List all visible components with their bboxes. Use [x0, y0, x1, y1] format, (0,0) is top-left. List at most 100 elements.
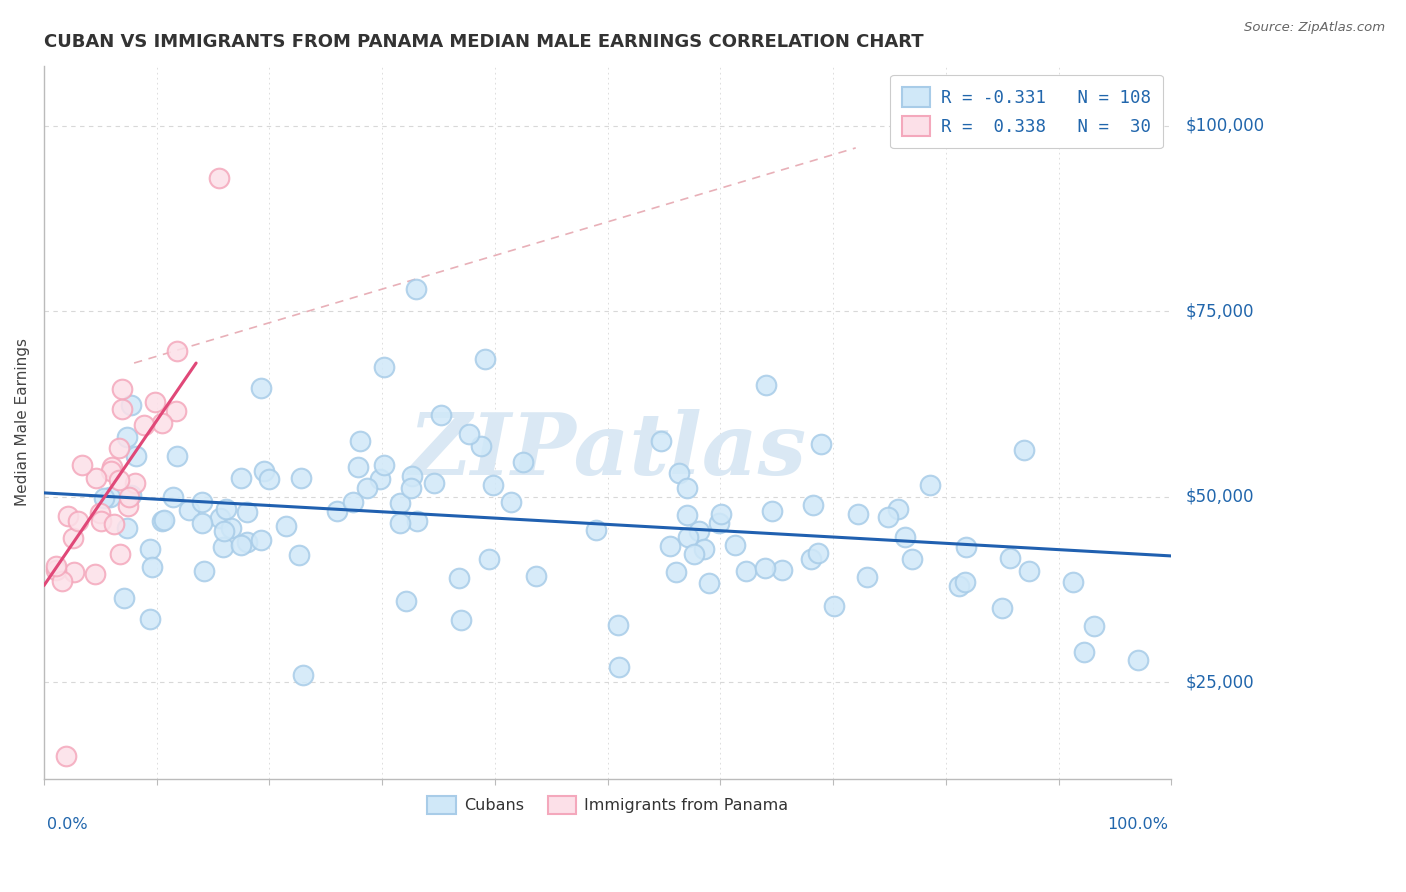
- Point: [138, 541, 160, 556]
- Point: [998, 551, 1021, 566]
- Point: [474, 351, 496, 366]
- Point: [162, 491, 184, 505]
- Text: $100,000: $100,000: [1185, 117, 1264, 135]
- Text: ZIPatlas: ZIPatlas: [409, 409, 807, 492]
- Point: [208, 510, 231, 524]
- Point: [894, 531, 917, 545]
- Point: [658, 539, 681, 553]
- Point: [70, 458, 93, 472]
- Point: [848, 507, 870, 521]
- Point: [1018, 564, 1040, 578]
- Point: [236, 505, 259, 519]
- Text: $75,000: $75,000: [1185, 302, 1254, 320]
- Point: [56, 509, 79, 524]
- Point: [955, 575, 977, 590]
- Point: [499, 494, 522, 508]
- Point: [724, 539, 747, 553]
- Point: [406, 514, 429, 528]
- Point: [101, 460, 124, 475]
- Point: [326, 504, 349, 518]
- Point: [118, 490, 141, 504]
- Point: [84, 471, 107, 485]
- Point: [388, 516, 411, 531]
- Point: [1062, 575, 1084, 590]
- Point: [900, 551, 922, 566]
- Point: [115, 430, 138, 444]
- Point: [111, 382, 134, 396]
- Point: [356, 481, 378, 495]
- Point: [482, 478, 505, 492]
- Text: $50,000: $50,000: [1185, 488, 1254, 506]
- Point: [166, 449, 188, 463]
- Point: [89, 506, 111, 520]
- Point: [150, 514, 173, 528]
- Point: [253, 464, 276, 478]
- Point: [1083, 619, 1105, 633]
- Legend: R = -0.331   N = 108, R =  0.338   N =  30: R = -0.331 N = 108, R = 0.338 N = 30: [890, 75, 1163, 148]
- Point: [98, 491, 121, 505]
- Point: [800, 552, 823, 566]
- Point: [166, 343, 188, 358]
- Point: [55, 749, 77, 764]
- Point: [229, 471, 252, 485]
- Text: CUBAN VS IMMIGRANTS FROM PANAMA MEDIAN MALE EARNINGS CORRELATION CHART: CUBAN VS IMMIGRANTS FROM PANAMA MEDIAN M…: [44, 33, 924, 51]
- Text: 0.0%: 0.0%: [46, 817, 87, 832]
- Point: [395, 594, 418, 608]
- Y-axis label: Median Male Earnings: Median Male Earnings: [15, 338, 30, 507]
- Point: [152, 416, 174, 430]
- Point: [1126, 653, 1149, 667]
- Point: [215, 501, 238, 516]
- Point: [103, 517, 125, 532]
- Point: [918, 478, 941, 492]
- Point: [1073, 645, 1095, 659]
- Point: [697, 576, 720, 591]
- Point: [143, 395, 166, 409]
- Point: [211, 540, 233, 554]
- Point: [761, 504, 783, 518]
- Point: [141, 559, 163, 574]
- Point: [108, 442, 131, 456]
- Point: [108, 473, 131, 487]
- Point: [876, 510, 898, 524]
- Point: [855, 570, 877, 584]
- Point: [675, 482, 697, 496]
- Point: [955, 540, 977, 554]
- Point: [607, 618, 630, 632]
- Point: [125, 449, 148, 463]
- Point: [236, 535, 259, 549]
- Point: [450, 613, 472, 627]
- Point: [707, 516, 730, 530]
- Point: [676, 531, 699, 545]
- Point: [430, 408, 453, 422]
- Point: [405, 282, 427, 296]
- Point: [120, 488, 142, 502]
- Point: [93, 491, 115, 505]
- Point: [62, 565, 84, 579]
- Point: [165, 404, 187, 418]
- Point: [373, 458, 395, 472]
- Point: [693, 542, 716, 557]
- Point: [887, 502, 910, 516]
- Point: [801, 498, 824, 512]
- Point: [132, 418, 155, 433]
- Point: [193, 564, 215, 578]
- Point: [221, 521, 243, 535]
- Point: [292, 667, 315, 681]
- Point: [45, 563, 67, 577]
- Point: [342, 495, 364, 509]
- Point: [250, 533, 273, 547]
- Text: $25,000: $25,000: [1185, 673, 1254, 691]
- Point: [807, 546, 830, 560]
- Point: [810, 437, 832, 451]
- Point: [83, 567, 105, 582]
- Point: [108, 547, 131, 561]
- Point: [478, 552, 501, 566]
- Point: [349, 434, 371, 448]
- Point: [117, 500, 139, 514]
- Point: [770, 563, 793, 577]
- Point: [212, 524, 235, 538]
- Point: [112, 591, 135, 605]
- Point: [735, 564, 758, 578]
- Point: [190, 495, 212, 509]
- Point: [512, 455, 534, 469]
